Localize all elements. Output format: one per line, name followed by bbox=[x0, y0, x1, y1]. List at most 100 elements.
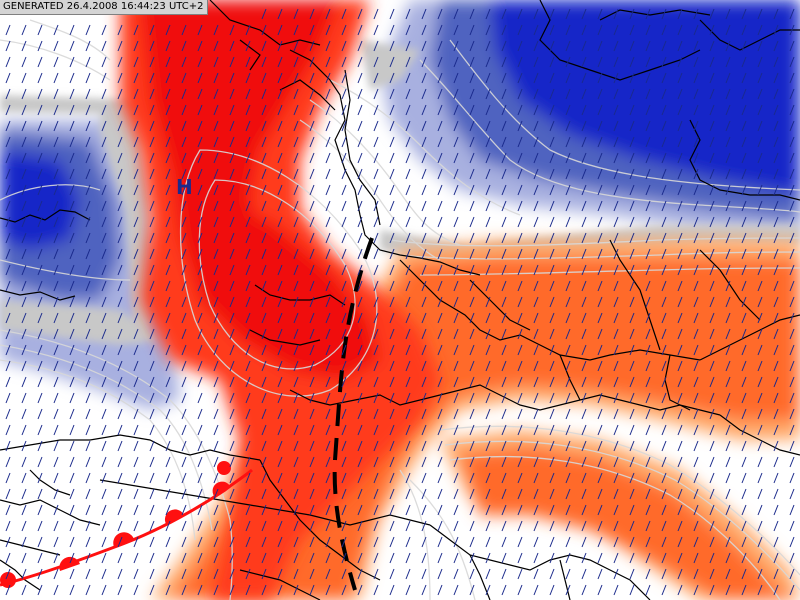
wind-barb bbox=[37, 296, 43, 308]
wind-barb bbox=[693, 328, 699, 340]
wind-barb bbox=[677, 168, 683, 180]
wind-barb bbox=[693, 24, 699, 36]
wind-barb bbox=[213, 360, 219, 372]
wind-barb bbox=[725, 376, 731, 388]
wind-barb bbox=[101, 248, 107, 260]
wind-barb bbox=[341, 328, 347, 340]
wind-barb bbox=[325, 328, 331, 340]
wind-barb bbox=[261, 424, 267, 436]
wind-barb bbox=[741, 392, 747, 404]
wind-barb bbox=[757, 504, 763, 516]
wind-barb bbox=[517, 56, 523, 68]
wind-barb bbox=[357, 72, 363, 84]
wind-barb bbox=[421, 376, 427, 388]
wind-barb bbox=[405, 536, 411, 548]
wind-barb bbox=[261, 392, 267, 404]
wind-barb bbox=[549, 248, 555, 260]
wind-barb bbox=[565, 376, 571, 388]
wind-barb bbox=[117, 184, 123, 196]
wind-barb bbox=[533, 184, 539, 196]
wind-barb bbox=[501, 392, 507, 404]
wind-barb bbox=[5, 264, 11, 276]
wind-barb bbox=[69, 504, 75, 516]
wind-barb bbox=[741, 168, 747, 180]
wind-barb bbox=[453, 344, 459, 356]
wind-barb bbox=[549, 280, 555, 292]
wind-barb bbox=[197, 264, 203, 276]
wind-barb bbox=[709, 456, 715, 468]
wind-barb bbox=[277, 552, 283, 564]
wind-barb bbox=[325, 280, 331, 292]
wind-barb bbox=[421, 536, 427, 548]
wind-barb bbox=[213, 584, 219, 596]
wind-barb bbox=[533, 56, 539, 68]
wind-barb bbox=[437, 72, 443, 84]
wind-barb bbox=[725, 408, 731, 420]
wind-barb bbox=[229, 376, 235, 388]
wind-barb bbox=[293, 248, 299, 260]
wind-barb bbox=[789, 568, 795, 580]
wind-barb bbox=[293, 136, 299, 148]
wind-barb bbox=[357, 312, 363, 324]
wind-barb bbox=[293, 552, 299, 564]
wind-barb bbox=[165, 536, 171, 548]
wind-barb bbox=[773, 296, 779, 308]
wind-barb bbox=[773, 88, 779, 100]
wind-barb bbox=[101, 312, 107, 324]
wind-barb bbox=[533, 264, 539, 276]
wind-barb bbox=[53, 568, 59, 580]
wind-barb bbox=[693, 424, 699, 436]
wind-barb bbox=[677, 8, 683, 20]
wind-barb bbox=[373, 408, 379, 420]
wind-barb bbox=[597, 552, 603, 564]
wind-barb bbox=[437, 56, 443, 68]
wind-barb bbox=[517, 344, 523, 356]
wind-barb bbox=[21, 536, 27, 548]
wind-barb bbox=[789, 232, 795, 244]
wind-barb bbox=[789, 136, 795, 148]
wind-barb bbox=[325, 536, 331, 548]
wind-barb bbox=[597, 392, 603, 404]
wind-barb bbox=[533, 312, 539, 324]
wind-barb bbox=[629, 488, 635, 500]
wind-barb bbox=[117, 120, 123, 132]
wind-barb bbox=[677, 472, 683, 484]
wind-barb bbox=[661, 552, 667, 564]
wind-barb bbox=[389, 136, 395, 148]
wind-barb bbox=[197, 56, 203, 68]
wind-barb bbox=[373, 424, 379, 436]
wind-barb bbox=[181, 488, 187, 500]
wind-barb bbox=[517, 568, 523, 580]
wind-barb bbox=[725, 424, 731, 436]
wind-barb bbox=[357, 152, 363, 164]
wind-barb bbox=[789, 216, 795, 228]
wind-barb bbox=[181, 72, 187, 84]
wind-barb bbox=[709, 56, 715, 68]
wind-barb bbox=[181, 520, 187, 532]
wind-barb bbox=[245, 376, 251, 388]
wind-barb bbox=[661, 136, 667, 148]
wind-barb bbox=[421, 584, 427, 596]
wind-barb bbox=[133, 360, 139, 372]
wind-barb bbox=[149, 40, 155, 52]
wind-barb bbox=[597, 200, 603, 212]
wind-barb bbox=[101, 392, 107, 404]
wind-barb bbox=[645, 216, 651, 228]
wind-barb bbox=[229, 88, 235, 100]
wind-barb bbox=[5, 120, 11, 132]
wind-barb bbox=[485, 376, 491, 388]
wind-barb bbox=[357, 280, 363, 292]
wind-barb bbox=[597, 328, 603, 340]
wind-barb bbox=[485, 264, 491, 276]
wind-barb bbox=[613, 56, 619, 68]
wind-barb bbox=[613, 136, 619, 148]
wind-barb bbox=[133, 424, 139, 436]
wind-barb bbox=[565, 24, 571, 36]
wind-barb bbox=[373, 24, 379, 36]
wind-barb bbox=[85, 312, 91, 324]
wind-barb bbox=[549, 72, 555, 84]
wind-barb bbox=[245, 408, 251, 420]
wind-barb bbox=[565, 424, 571, 436]
wind-barb bbox=[645, 488, 651, 500]
wind-barb bbox=[341, 344, 347, 356]
